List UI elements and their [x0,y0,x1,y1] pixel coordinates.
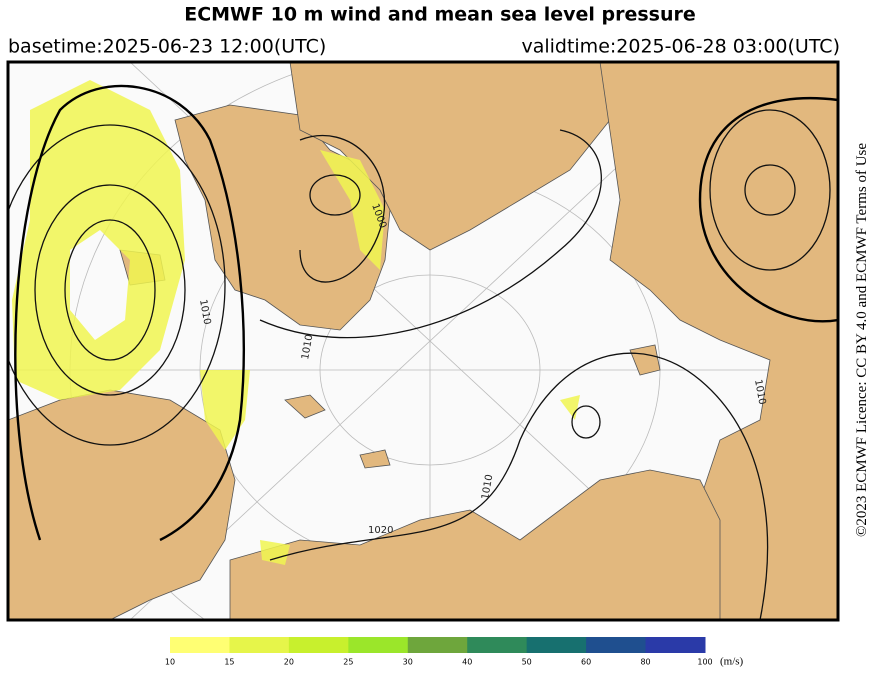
colorbar: 10 15 20 25 30 40 50 60 80 100 [165,637,713,667]
colorbar-tick-label: 50 [522,658,532,667]
colorbar-segment [526,637,587,653]
map: 1000 1010 1010 1020 1010 1010 [8,62,838,620]
contour-label: 1020 [368,525,393,536]
credit: ©2023 ECMWF Licence: CC BY 4.0 and ECMWF… [854,143,870,537]
contour-label: 1010 [300,334,315,361]
map-frame [6,60,840,622]
title: ECMWF 10 m wind and mean sea level press… [184,4,696,26]
colorbar-tick-label: 10 [165,658,175,667]
colorbar-segment [645,637,706,653]
colorbar-tick-label: 60 [581,658,591,667]
colorbar-unit: (m/s) [720,656,744,668]
contour-label: 1010 [480,474,495,501]
colorbar-segment [586,637,647,653]
basetime: basetime:2025-06-23 12:00(UTC) [8,36,326,58]
colorbar-tick-label: 30 [403,658,413,667]
colorbar-tick-label: 80 [640,658,650,667]
colorbar-tick-label: 25 [343,658,353,667]
isobars [8,84,838,620]
colorbar-segment [229,637,290,653]
contour-label: 1010 [197,299,212,326]
colorbar-tick-label: 20 [284,658,294,667]
colorbar-tick-label: 100 [697,658,712,667]
colorbar-tick-label: 40 [462,658,472,667]
colorbar-segment [407,637,468,653]
colorbar-segment [288,637,349,653]
validtime: validtime:2025-06-28 03:00(UTC) [521,36,840,58]
colorbar-tick-label: 15 [224,658,234,667]
colorbar-segment [170,637,230,653]
colorbar-segment [467,637,528,653]
contour-label: 1010 [752,379,767,406]
colorbar-segment [348,637,409,653]
